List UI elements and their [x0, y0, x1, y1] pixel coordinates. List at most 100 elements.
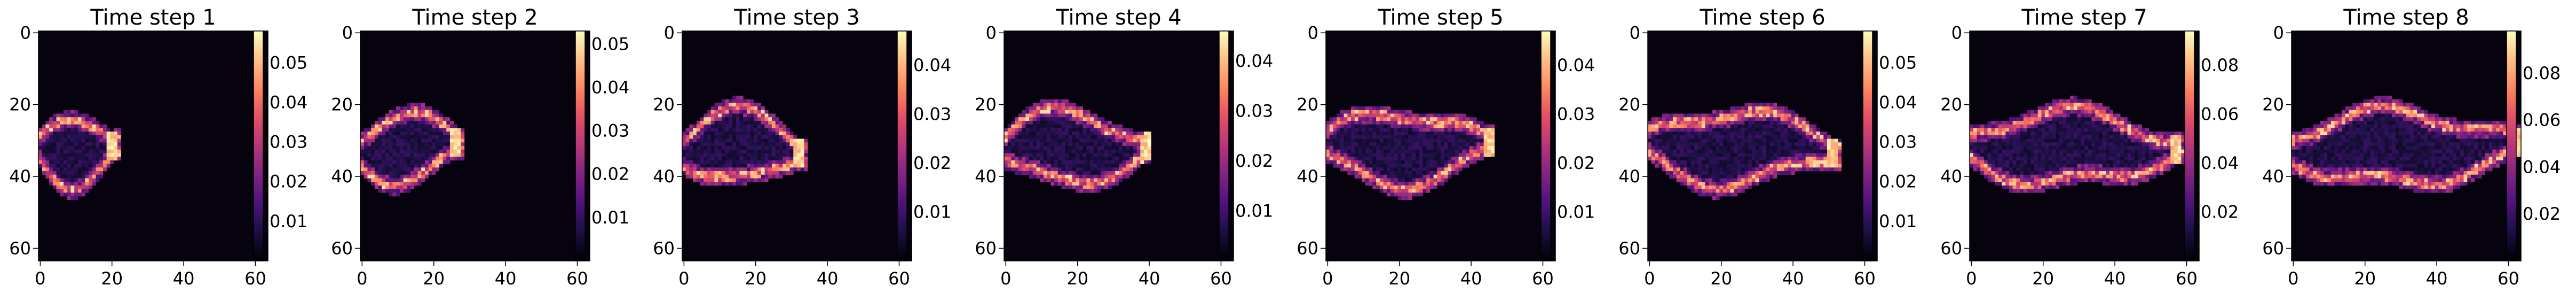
heatmap-cell: [1437, 160, 1441, 164]
heatmap-cell: [1394, 192, 1398, 197]
heatmap-cell: [1086, 138, 1091, 143]
heatmap-cell: [718, 142, 722, 146]
heatmap-cell: [1690, 113, 1695, 118]
heatmap-cell: [1383, 149, 1387, 153]
heatmap-cell: [1751, 110, 1756, 114]
heatmap-cell: [421, 103, 425, 107]
heatmap-cell: [1379, 124, 1384, 128]
heatmap-cell: [421, 146, 425, 150]
heatmap-cell: [1458, 164, 1463, 168]
heatmap-cell: [710, 128, 715, 132]
heatmap-cell: [1119, 138, 1123, 143]
heatmap-cell: [89, 160, 93, 164]
heatmap-cell: [754, 160, 758, 164]
heatmap-cell: [1473, 124, 1477, 128]
heatmap-cell: [85, 164, 89, 168]
heatmap-cell: [1061, 160, 1065, 164]
heatmap-cell: [2070, 106, 2074, 111]
heatmap-cell: [432, 157, 436, 161]
heatmap-cell: [1473, 117, 1477, 121]
heatmap-cell: [2030, 146, 2035, 150]
heatmap-cell: [732, 182, 737, 186]
heatmap-cell: [1766, 124, 1770, 128]
heatmap-cell: [1101, 135, 1105, 139]
heatmap-cell: [1397, 124, 1402, 128]
heatmap-cell: [775, 167, 779, 172]
heatmap-cell: [1076, 160, 1080, 164]
heatmap-cell: [1076, 132, 1080, 136]
heatmap-cell: [2077, 106, 2081, 111]
heatmap-cell: [764, 124, 769, 128]
heatmap-cell: [1676, 164, 1680, 168]
heatmap-cell: [1451, 160, 1456, 164]
heatmap-cell: [1437, 120, 1441, 125]
heatmap-cell: [1108, 128, 1112, 132]
heatmap-cell: [704, 135, 708, 139]
heatmap-cell: [2081, 113, 2085, 118]
heatmap-cell: [371, 135, 375, 139]
heatmap-cell: [1140, 160, 1144, 164]
heatmap-cell: [1705, 135, 1709, 139]
y-tick-label: 60: [1297, 238, 1318, 258]
heatmap-cell: [1018, 146, 1022, 150]
heatmap-cell: [1354, 146, 1358, 150]
heatmap-cell: [721, 178, 725, 182]
heatmap-cell: [64, 138, 68, 143]
heatmap-cell: [1365, 124, 1369, 128]
heatmap-cell: [1419, 178, 1423, 182]
heatmap-cell: [1397, 167, 1402, 172]
x-tick-label: 20: [101, 268, 123, 289]
heatmap-cell: [2041, 106, 2045, 111]
heatmap-cell: [1665, 153, 1670, 157]
heatmap-cell: [1788, 153, 1792, 157]
heatmap-cell: [707, 164, 712, 168]
heatmap-cell: [2066, 103, 2071, 107]
heatmap-cell: [42, 124, 46, 128]
heatmap-cell: [1451, 113, 1456, 118]
heatmap-cell: [1784, 167, 1788, 172]
heatmap-cell: [1651, 157, 1655, 161]
heatmap-cell: [783, 128, 787, 132]
heatmap-cell: [1090, 157, 1094, 161]
heatmap-cell: [704, 142, 708, 146]
heatmap-cell: [2106, 124, 2110, 128]
heatmap-cell: [1694, 128, 1698, 132]
heatmap-cell: [1755, 113, 1759, 118]
heatmap-cell: [424, 128, 429, 132]
heatmap-cell: [385, 117, 390, 121]
heatmap-cell: [1780, 157, 1784, 161]
heatmap-cell: [2116, 120, 2121, 125]
heatmap-cell: [1076, 178, 1080, 182]
heatmap-cell: [2005, 120, 2010, 125]
heatmap-cell: [1776, 117, 1781, 121]
heatmap-cell: [371, 157, 375, 161]
heatmap-cell: [1809, 167, 1813, 172]
heatmap-cell: [1737, 142, 1741, 146]
heatmap-cell: [1394, 138, 1398, 143]
heatmap-cell: [49, 153, 53, 157]
heatmap-cell: [1387, 192, 1391, 197]
heatmap-cell: [389, 182, 393, 186]
heatmap-cell: [389, 185, 393, 189]
heatmap-cell: [1766, 167, 1770, 172]
heatmap-cell: [1701, 117, 1705, 121]
heatmap-cell: [1834, 138, 1838, 143]
heatmap-cell: [1362, 149, 1366, 153]
heatmap-cell: [1673, 160, 1677, 164]
heatmap-cell: [1684, 153, 1688, 157]
heatmap-cell: [789, 164, 794, 168]
heatmap-cell: [775, 142, 779, 146]
heatmap-cell: [1719, 124, 1724, 128]
heatmap-cell: [1101, 185, 1105, 189]
heatmap-cell: [2070, 138, 2074, 143]
heatmap-cell: [1665, 157, 1670, 161]
heatmap-cell: [1365, 164, 1369, 168]
heatmap-cell: [1433, 153, 1437, 157]
heatmap-cell: [1090, 160, 1094, 164]
heatmap-cell: [1101, 128, 1105, 132]
heatmap-cell: [2174, 138, 2178, 143]
heatmap-cell: [1823, 157, 1828, 161]
heatmap-cell: [1834, 146, 1838, 150]
heatmap-cell: [1719, 189, 1724, 193]
heatmap-cell: [1090, 132, 1094, 136]
